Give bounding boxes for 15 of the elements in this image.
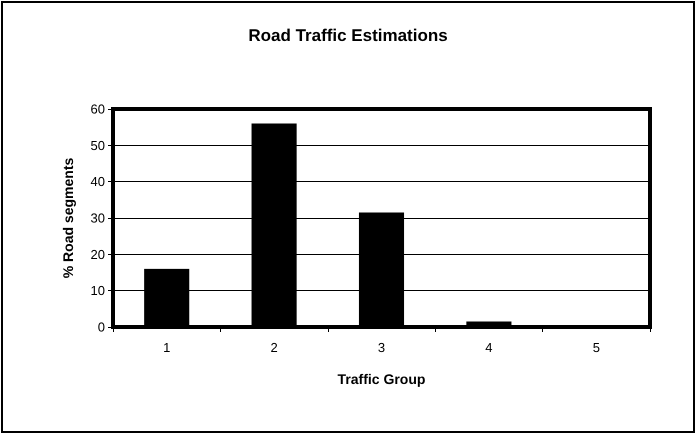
y-tick-label: 40 [90, 174, 105, 190]
y-tick-label: 0 [98, 320, 105, 334]
y-axis-title: % Road segments [60, 157, 76, 278]
x-axis-title: Traffic Group [338, 371, 426, 387]
x-tick-label: 5 [592, 340, 600, 355]
y-tick-label: 50 [90, 138, 105, 153]
y-tick-label: 20 [90, 246, 105, 262]
y-tick-label: 60 [90, 102, 105, 116]
x-tick-label: 3 [378, 340, 386, 355]
chart-title: Road Traffic Estimations [248, 26, 448, 45]
x-tick-label: 2 [270, 340, 278, 355]
x-tick-label: 4 [485, 340, 493, 355]
x-tick-label: 1 [163, 340, 170, 355]
y-tick-label: 10 [90, 283, 105, 298]
y-tick-label: 30 [90, 210, 105, 226]
